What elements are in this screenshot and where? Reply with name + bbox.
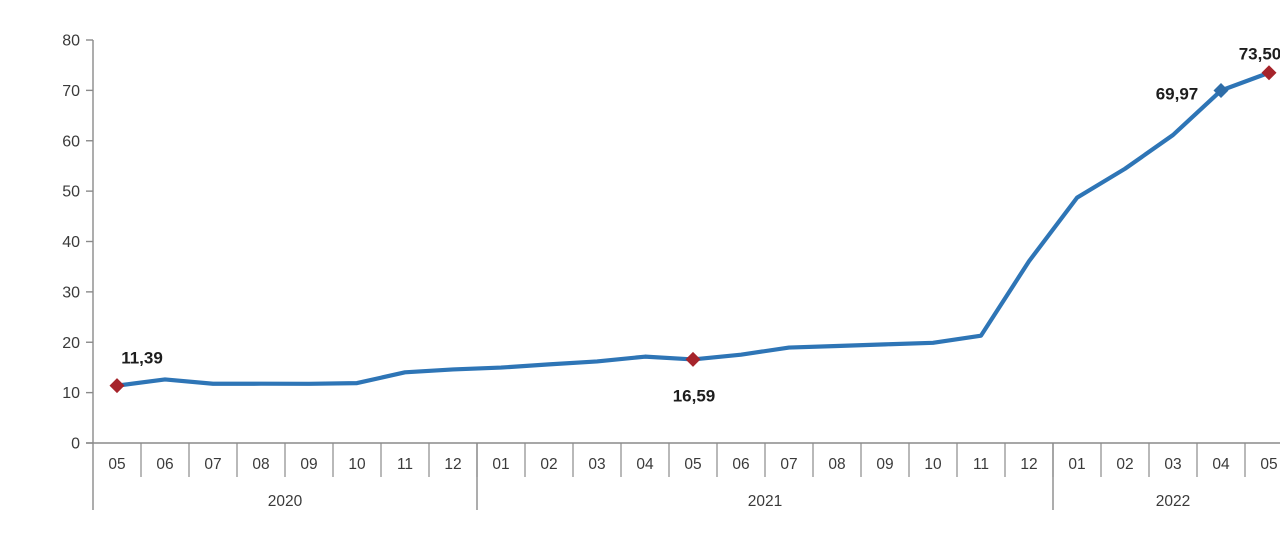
red-diamond-marker [109,378,125,394]
month-tick-label: 02 [1116,456,1133,473]
data-line [114,70,1272,388]
y-axis-tick-label: 20 [62,335,80,352]
month-tick-label: 05 [684,456,701,473]
y-axis-tick-label: 50 [62,184,80,201]
year-label: 2021 [748,493,782,510]
month-tick-label: 08 [252,456,269,473]
line-chart: 0 10 20 30 40 50 60 70 80 05 06 07 08 09 10 11 12 01 02 03 0… [40,16,1280,517]
month-tick-label: 08 [828,456,845,473]
y-axis-tick-label: 80 [62,33,80,50]
y-axis-tick-label: 70 [62,83,80,100]
month-tick-label: 10 [924,456,942,473]
data-point-label: 11,39 [121,349,163,368]
month-tick-label: 07 [204,456,221,473]
month-tick-label: 04 [636,456,654,473]
month-tick-label: 09 [876,456,893,473]
year-label: 2020 [268,493,303,510]
red-diamond-marker [685,351,701,367]
month-tick-label: 03 [1164,456,1181,473]
month-tick-label: 11 [397,456,413,473]
month-tick-label: 05 [108,456,125,473]
month-tick-label: 01 [492,456,509,473]
y-axis-tick-label: 0 [71,436,80,453]
y-axis-tick-label: 30 [62,284,80,301]
month-tick-label: 03 [588,456,605,473]
data-point-label: 16,59 [673,386,716,405]
month-tick-label: 12 [444,456,461,473]
month-tick-label: 07 [780,456,797,473]
y-axis-tick-label: 40 [62,234,80,251]
month-tick-label: 01 [1068,456,1085,473]
y-axis-tick-label: 10 [62,385,80,402]
month-tick-label: 09 [300,456,317,473]
month-tick-label: 04 [1212,456,1230,473]
blue-diamond-marker [1213,83,1229,99]
month-tick-label: 12 [1020,456,1037,473]
month-tick-label: 06 [732,456,749,473]
red-diamond-marker [1261,65,1277,81]
data-point-label: 73,50 [1239,45,1280,64]
month-tick-label: 05 [1260,456,1277,473]
month-tick-label: 11 [973,456,989,473]
month-tick-label: 06 [156,456,173,473]
year-label: 2022 [1156,493,1190,510]
data-point-label: 69,97 [1156,85,1199,104]
y-axis-tick-label: 60 [62,133,80,150]
month-tick-label: 02 [540,456,557,473]
month-tick-label: 10 [348,456,366,473]
